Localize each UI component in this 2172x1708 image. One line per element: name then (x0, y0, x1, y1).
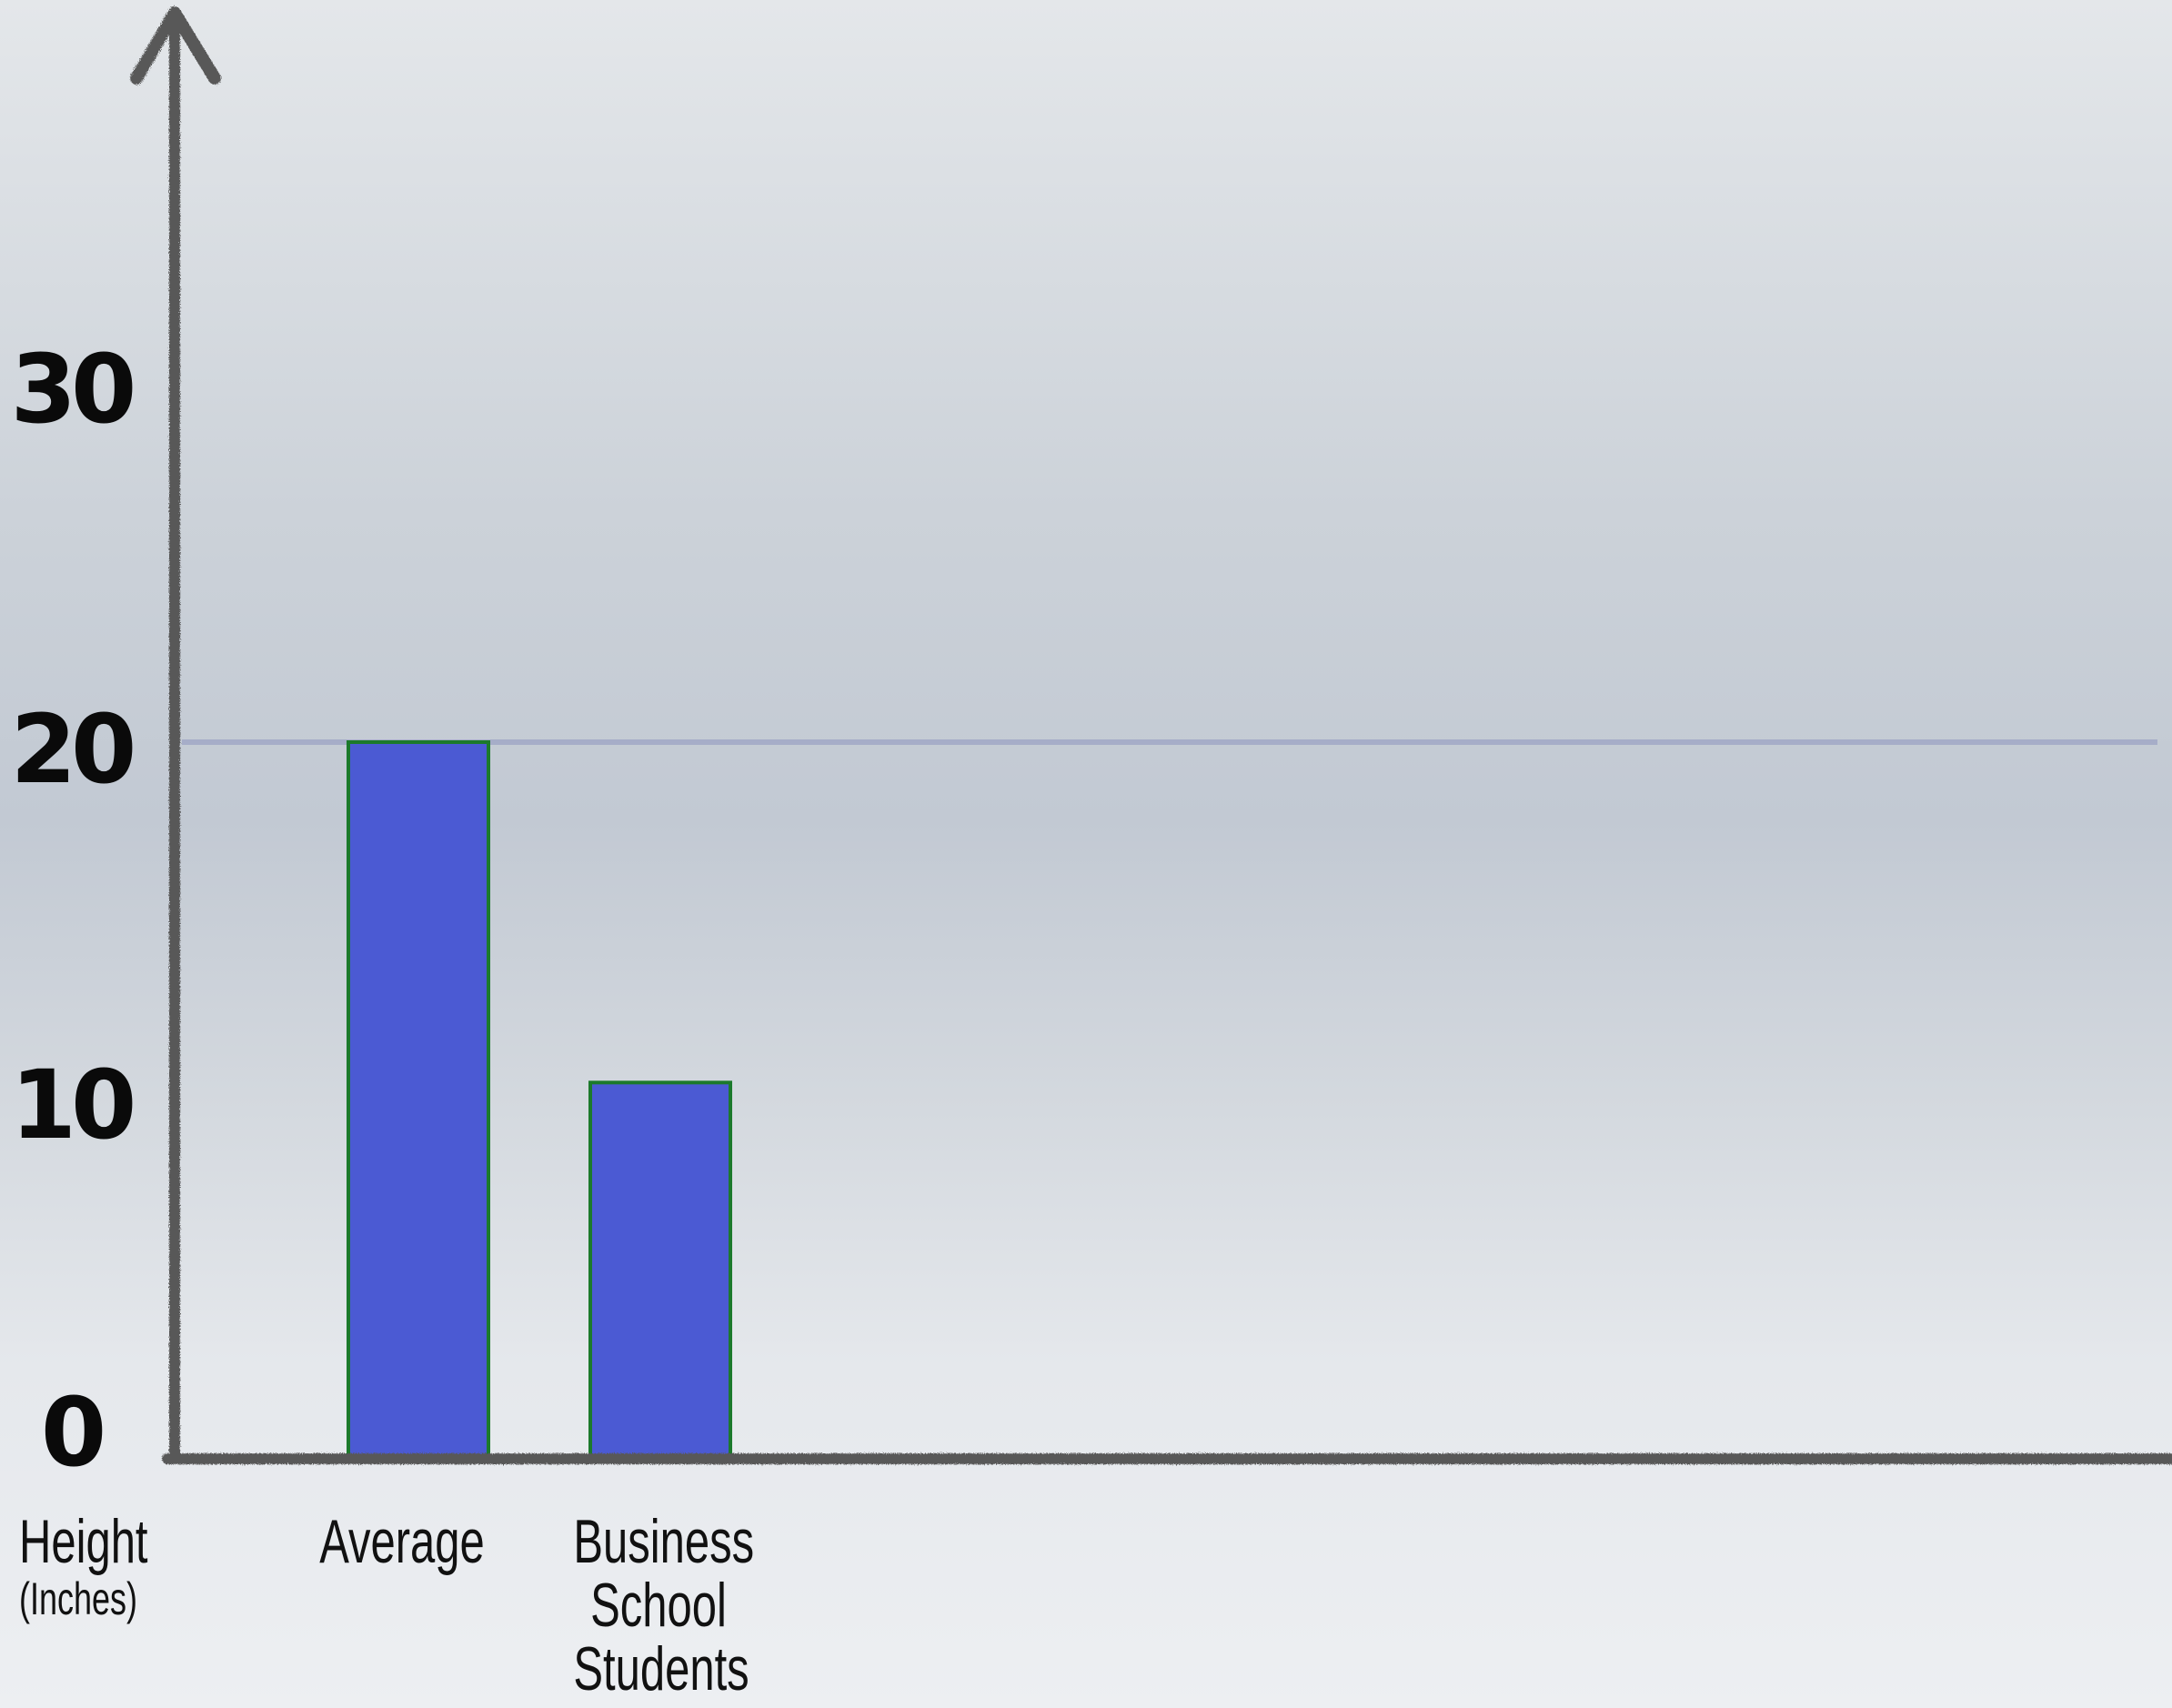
x-category-label-1: Business School Students (573, 1507, 755, 1703)
y-tick-label-20: 20 (10, 694, 137, 805)
y-tick-label-0: 0 (40, 1377, 106, 1488)
y-tick-label-10: 10 (10, 1050, 137, 1160)
y-axis-arrowhead (130, 6, 221, 85)
bar-0 (347, 740, 490, 1461)
y-axis-title: Height (Inches) (18, 1507, 148, 1624)
y-axis-unit: (Inches) (18, 1573, 138, 1624)
axes (130, 6, 2172, 1464)
bars-group (347, 740, 732, 1462)
y-axis-label: Height (18, 1507, 148, 1576)
y-tick-label-30: 30 (10, 334, 137, 445)
x-category-label-0: Average (319, 1507, 485, 1576)
bar-1 (588, 1080, 732, 1462)
